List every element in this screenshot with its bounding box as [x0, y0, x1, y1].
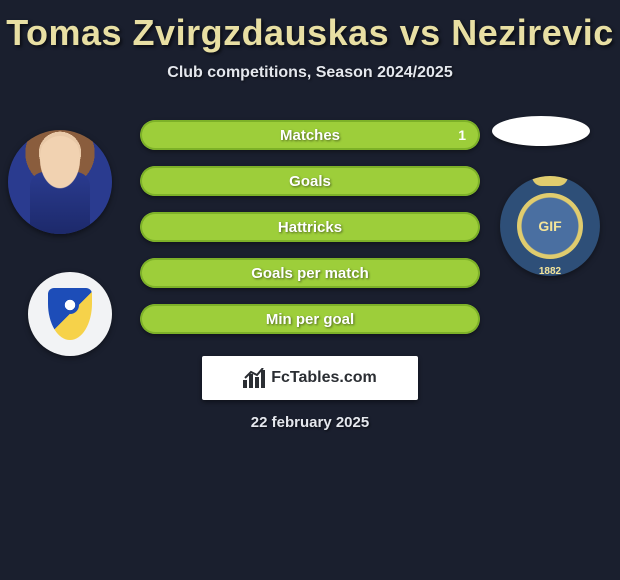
stat-label: Hattricks: [140, 212, 480, 242]
bar-chart-icon: [243, 368, 265, 388]
stats-panel: Matches1 Goals Hattricks Goals per match Min…: [140, 120, 480, 350]
player-left-avatar: [8, 130, 112, 234]
stat-row: Matches1: [140, 120, 480, 150]
comparison-card: Tomas Zvirgzdauskas vs Nezirevic Club co…: [0, 0, 620, 580]
club-left-badge: [28, 272, 112, 356]
stat-value-right: 1: [458, 120, 466, 150]
stat-label: Matches: [140, 120, 480, 150]
stat-row: Min per goal: [140, 304, 480, 334]
watermark[interactable]: FcTables.com: [202, 356, 418, 400]
stat-label: Goals per match: [140, 258, 480, 288]
stat-label: Goals: [140, 166, 480, 196]
club-right-inner: GIF 1882: [517, 193, 583, 259]
stat-row: Hattricks: [140, 212, 480, 242]
watermark-text: FcTables.com: [271, 369, 377, 387]
club-right-badge: GIF 1882: [500, 176, 600, 276]
stat-row: Goals per match: [140, 258, 480, 288]
player-right-avatar: [492, 116, 590, 146]
club-right-label: GIF: [538, 218, 561, 234]
comparison-date: 22 february 2025: [0, 414, 620, 431]
club-right-year: 1882: [517, 266, 583, 276]
stat-label: Min per goal: [140, 304, 480, 334]
shield-icon: [48, 288, 92, 340]
page-title: Tomas Zvirgzdauskas vs Nezirevic: [0, 0, 620, 54]
stat-row: Goals: [140, 166, 480, 196]
subtitle: Club competitions, Season 2024/2025: [0, 64, 620, 82]
